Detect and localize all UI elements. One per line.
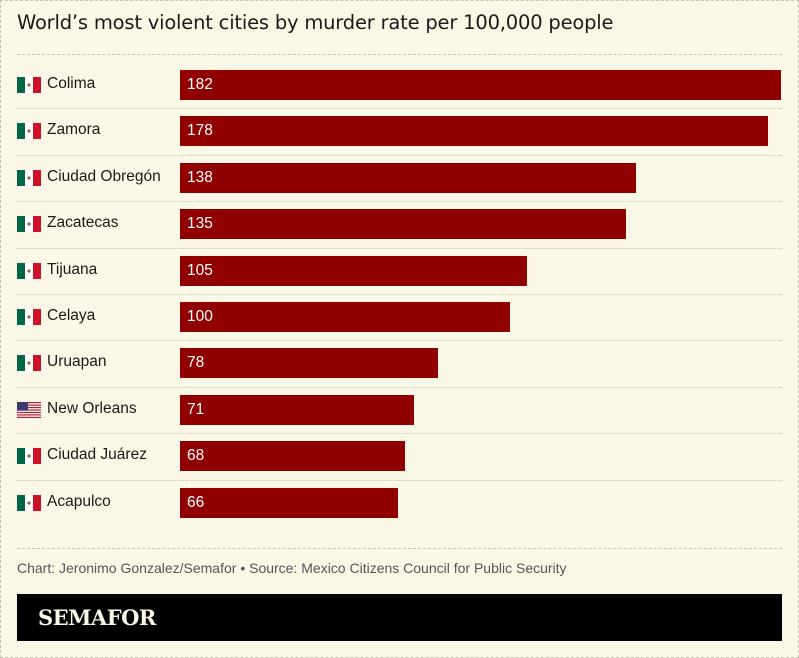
value-label: 71 <box>187 400 205 418</box>
bar-row: Uruapan 78 <box>17 340 782 386</box>
mexico-flag-icon <box>17 309 41 325</box>
city-label: New Orleans <box>47 399 137 417</box>
title-divider <box>17 54 782 55</box>
bar-row: Ciudad Obregón 138 <box>17 155 782 201</box>
value-label: 178 <box>187 122 213 140</box>
mexico-flag-icon <box>17 494 41 511</box>
row-separator <box>17 294 782 295</box>
mexico-flag-icon <box>17 123 41 140</box>
city-label: Celaya <box>47 307 96 324</box>
bar: 78 <box>180 348 438 379</box>
row-separator <box>17 340 782 342</box>
value-label: 135 <box>187 215 213 233</box>
bar: 135 <box>180 209 626 240</box>
city-label: Ciudad Juárez <box>47 446 147 464</box>
mexico-flag-icon <box>17 77 41 93</box>
mexico-flag-icon <box>17 448 41 465</box>
row-separator <box>17 386 782 388</box>
footer-band: SEMAFOR <box>17 594 782 641</box>
row-separator <box>17 154 782 156</box>
bar: 68 <box>180 441 405 472</box>
chart-title: World’s most violent cities by murder ra… <box>17 11 614 34</box>
bar: 105 <box>180 255 527 286</box>
mexico-flag-icon <box>17 262 41 279</box>
city-label: Zamora <box>47 121 101 139</box>
bar-row: Zacatecas 135 <box>17 201 782 247</box>
value-label: 182 <box>187 76 213 93</box>
row-separator <box>17 108 782 110</box>
chart-credit: Chart: Jeronimo Gonzalez/Semafor • Sourc… <box>17 560 567 576</box>
bar-row: Acapulco 66 <box>17 480 782 526</box>
bar-row: Colima 182 <box>17 62 782 108</box>
bar-row: New Orleans 71 <box>17 387 782 433</box>
city-label: Zacatecas <box>47 214 119 232</box>
row-separator <box>17 479 782 481</box>
credit-divider <box>17 548 782 549</box>
bar: 178 <box>180 116 768 147</box>
mexico-flag-icon <box>17 169 41 186</box>
row-separator <box>17 247 782 249</box>
mexico-flag-icon <box>17 355 41 372</box>
value-label: 138 <box>187 168 213 186</box>
mexico-flag-icon <box>17 216 41 233</box>
bar: 71 <box>180 394 415 425</box>
bar: 182 <box>180 70 781 100</box>
value-label: 78 <box>187 354 205 372</box>
row-separator <box>17 433 782 435</box>
bar-row: Tijuana 105 <box>17 248 782 294</box>
bar-row: Ciudad Juárez 68 <box>17 433 782 479</box>
value-label: 100 <box>187 308 213 325</box>
bar: 66 <box>180 487 398 518</box>
bar: 100 <box>180 302 511 332</box>
city-label: Acapulco <box>47 492 111 510</box>
city-label: Colima <box>47 75 96 92</box>
row-separator <box>17 201 782 203</box>
value-label: 68 <box>187 447 205 465</box>
us-flag-icon <box>17 401 41 418</box>
bar: 138 <box>180 162 636 193</box>
city-label: Ciudad Obregón <box>47 167 161 185</box>
value-label: 105 <box>187 261 213 279</box>
bar-row: Celaya 100 <box>17 294 782 340</box>
semafor-logo: SEMAFOR <box>38 605 156 630</box>
bar-row: Zamora 178 <box>17 108 782 154</box>
city-label: Tijuana <box>47 260 98 278</box>
value-label: 66 <box>187 493 205 511</box>
city-label: Uruapan <box>47 353 107 371</box>
